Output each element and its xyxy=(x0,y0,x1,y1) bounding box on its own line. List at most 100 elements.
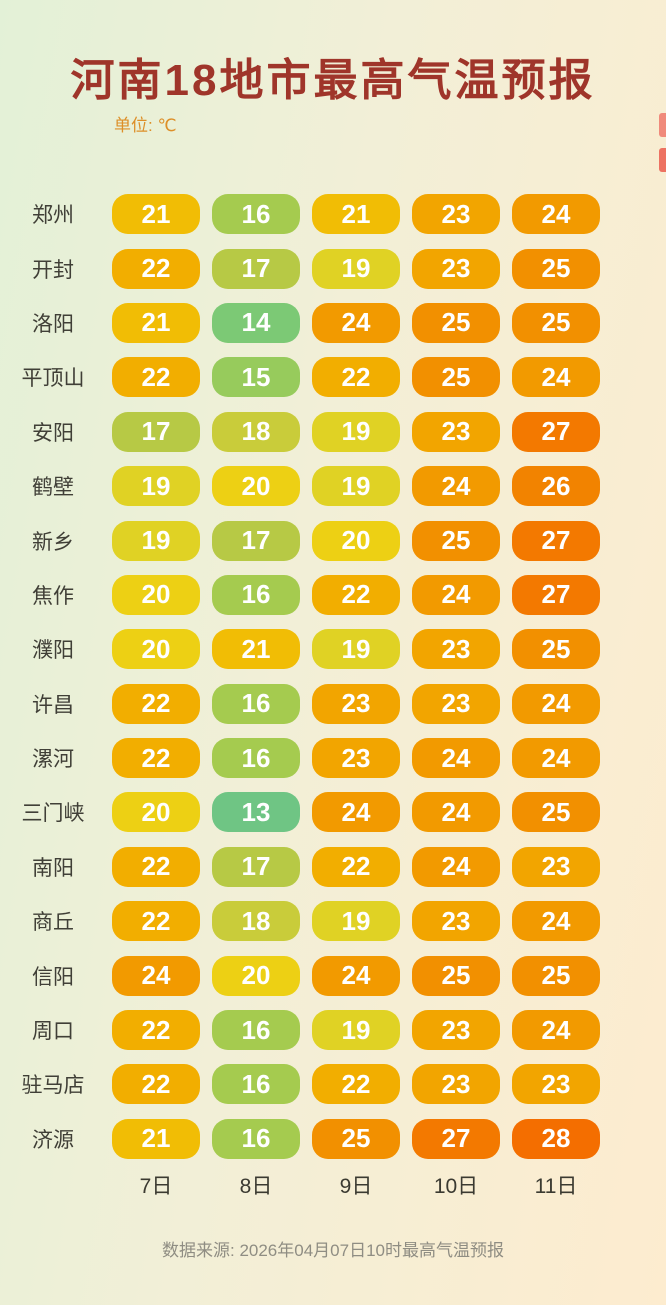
temp-cell: 18 xyxy=(206,901,306,942)
city-row: 濮阳 20 21 19 23 25 xyxy=(0,622,666,676)
temp-cell: 17 xyxy=(206,248,306,289)
temp-cell: 20 xyxy=(106,629,206,670)
temp-cell: 13 xyxy=(206,792,306,833)
city-label: 濮阳 xyxy=(32,639,74,663)
temp-cell: 18 xyxy=(206,411,306,452)
temp-pill: 25 xyxy=(412,302,500,343)
temp-pill: 19 xyxy=(312,248,400,289)
temp-cell: 19 xyxy=(306,411,406,452)
temp-cell: 25 xyxy=(306,1118,406,1159)
city-label: 鹤壁 xyxy=(32,476,74,500)
city-row: 三门峡 20 13 24 24 25 xyxy=(0,785,666,839)
temp-cell: 24 xyxy=(506,683,606,724)
temp-pill: 22 xyxy=(312,357,400,398)
city-row: 商丘 22 18 19 23 24 xyxy=(0,894,666,948)
temp-cell: 22 xyxy=(106,846,206,887)
temp-cell: 24 xyxy=(506,1010,606,1051)
temp-pill: 19 xyxy=(312,1010,400,1051)
temp-cell: 19 xyxy=(306,1010,406,1051)
temp-cell: 24 xyxy=(406,792,506,833)
temp-pill: 24 xyxy=(512,194,600,235)
temp-pill: 25 xyxy=(312,1118,400,1159)
temp-pill: 22 xyxy=(112,683,200,724)
city-label: 洛阳 xyxy=(32,312,74,336)
temp-cell: 19 xyxy=(106,520,206,561)
temp-pill: 21 xyxy=(212,629,300,670)
temp-pill: 19 xyxy=(312,901,400,942)
temp-cell: 22 xyxy=(106,357,206,398)
day-label: 7日 xyxy=(139,1175,173,1198)
city-row: 信阳 24 20 24 25 25 xyxy=(0,948,666,1002)
temp-cell: 25 xyxy=(506,792,606,833)
temp-pill: 24 xyxy=(512,738,600,779)
temp-cell: 16 xyxy=(206,1118,306,1159)
temp-cell: 24 xyxy=(406,466,506,507)
city-label: 平顶山 xyxy=(21,367,85,391)
temp-pill: 25 xyxy=(412,357,500,398)
temp-pill: 24 xyxy=(512,357,600,398)
city-label: 济源 xyxy=(32,1128,74,1152)
temp-cell: 23 xyxy=(306,738,406,779)
day-axis: 7日 8日 9日 10日 11日 xyxy=(0,1170,666,1200)
temp-pill: 21 xyxy=(312,194,400,235)
city-label: 信阳 xyxy=(32,965,74,989)
temp-pill: 22 xyxy=(112,1064,200,1105)
temp-pill: 19 xyxy=(312,411,400,452)
temp-cell: 14 xyxy=(206,302,306,343)
temp-cell: 27 xyxy=(506,574,606,615)
temp-cell: 25 xyxy=(406,520,506,561)
temp-pill: 24 xyxy=(412,792,500,833)
temp-cell: 23 xyxy=(406,1010,506,1051)
temp-cell: 22 xyxy=(306,846,406,887)
temp-pill: 24 xyxy=(412,846,500,887)
temp-pill: 25 xyxy=(512,955,600,996)
city-label: 驻马店 xyxy=(21,1074,85,1098)
temp-cell: 16 xyxy=(206,194,306,235)
temp-pill: 20 xyxy=(312,520,400,561)
temp-pill: 24 xyxy=(112,955,200,996)
right-edge-marker-bottom xyxy=(659,148,666,172)
temp-cell: 22 xyxy=(306,357,406,398)
temp-cell: 23 xyxy=(406,629,506,670)
day-label: 8日 xyxy=(239,1175,273,1198)
temp-pill: 20 xyxy=(112,574,200,615)
temp-cell: 27 xyxy=(506,411,606,452)
temp-cell: 26 xyxy=(506,466,606,507)
temp-pill: 24 xyxy=(412,738,500,779)
temp-cell: 19 xyxy=(306,629,406,670)
temp-cell: 19 xyxy=(306,901,406,942)
temp-pill: 17 xyxy=(212,248,300,289)
temp-cell: 22 xyxy=(106,1010,206,1051)
city-row: 济源 21 16 25 27 28 xyxy=(0,1112,666,1166)
temp-pill: 16 xyxy=(212,738,300,779)
temp-cell: 19 xyxy=(106,466,206,507)
temp-cell: 20 xyxy=(206,955,306,996)
temp-cell: 22 xyxy=(106,738,206,779)
temp-cell: 23 xyxy=(506,1064,606,1105)
temp-pill: 16 xyxy=(212,194,300,235)
city-row: 安阳 17 18 19 23 27 xyxy=(0,405,666,459)
temp-pill: 16 xyxy=(212,683,300,724)
temp-cell: 25 xyxy=(406,357,506,398)
city-label: 漯河 xyxy=(32,748,74,772)
temp-cell: 15 xyxy=(206,357,306,398)
temp-cell: 22 xyxy=(106,901,206,942)
temp-cell: 24 xyxy=(306,792,406,833)
right-edge-marker-top xyxy=(659,113,666,137)
temp-pill: 16 xyxy=(212,1064,300,1105)
city-row: 平顶山 22 15 22 25 24 xyxy=(0,350,666,404)
city-label: 焦作 xyxy=(32,584,74,608)
temp-pill: 19 xyxy=(112,466,200,507)
temp-pill: 22 xyxy=(112,846,200,887)
temp-cell: 24 xyxy=(106,955,206,996)
temp-cell: 22 xyxy=(106,683,206,724)
temp-pill: 24 xyxy=(312,955,400,996)
temp-cell: 19 xyxy=(306,248,406,289)
day-label: 10日 xyxy=(433,1175,479,1198)
temp-pill: 14 xyxy=(212,302,300,343)
temp-pill: 25 xyxy=(512,629,600,670)
temp-pill: 26 xyxy=(512,466,600,507)
temp-cell: 20 xyxy=(106,792,206,833)
city-label: 安阳 xyxy=(32,421,74,445)
